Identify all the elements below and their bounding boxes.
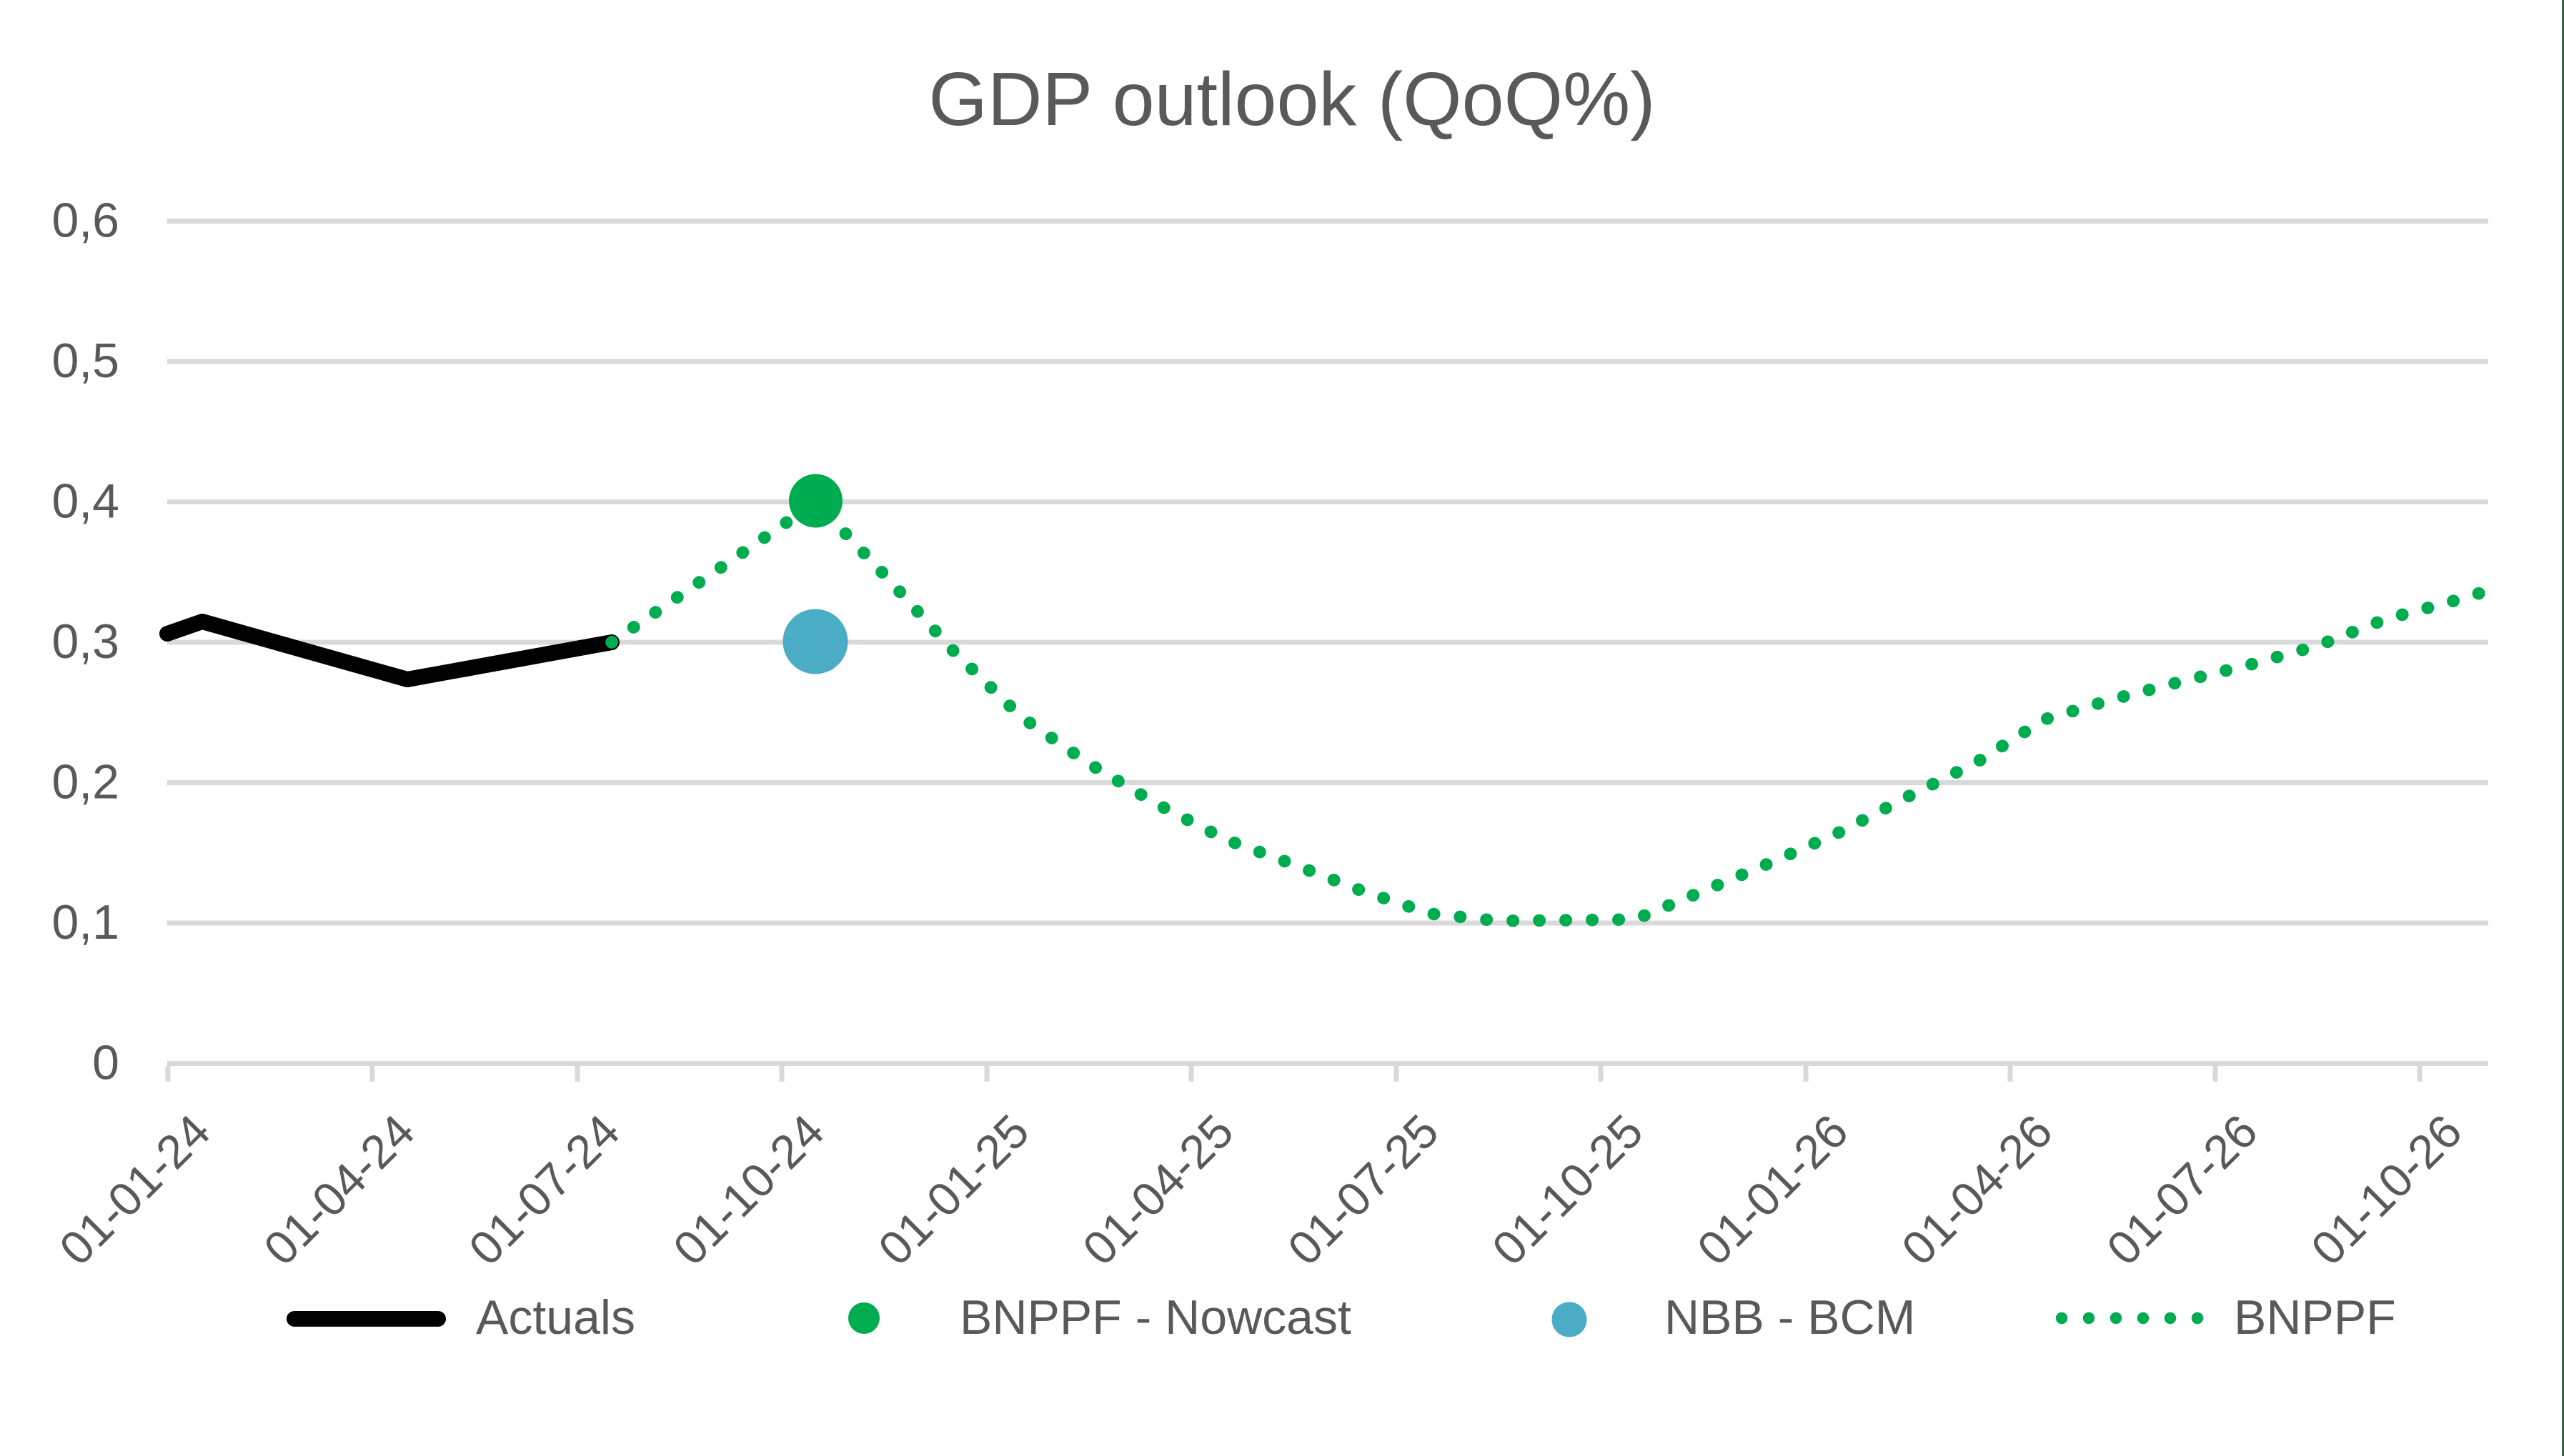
svg-text:0,4: 0,4 [51,474,119,529]
svg-text:0,6: 0,6 [51,194,119,248]
svg-text:BNPPF - Nowcast: BNPPF - Nowcast [960,1290,1351,1345]
svg-text:0,1: 0,1 [51,895,119,949]
svg-text:0,5: 0,5 [51,334,119,388]
svg-text:NBB - BCM: NBB - BCM [1664,1290,1915,1345]
svg-text:0,2: 0,2 [51,755,119,809]
svg-text:GDP outlook (QoQ%): GDP outlook (QoQ%) [928,57,1655,141]
svg-text:0: 0 [92,1036,119,1090]
svg-text:Actuals: Actuals [476,1290,635,1345]
svg-text:0,3: 0,3 [51,614,119,669]
svg-text:BNPPF: BNPPF [2234,1290,2396,1345]
